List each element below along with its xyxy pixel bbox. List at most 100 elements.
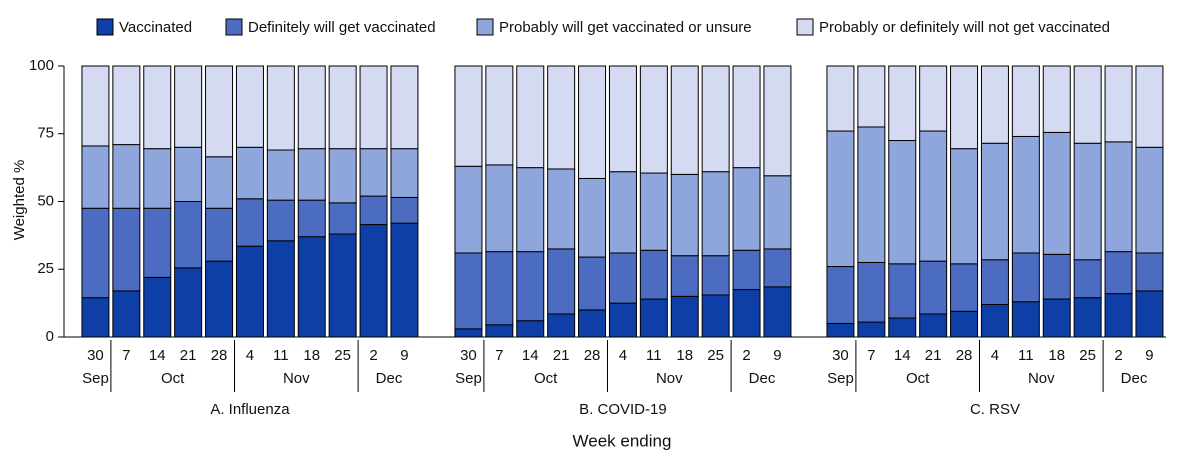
- bar-segment: [1104, 293, 1133, 338]
- y-tick-label: 25: [37, 260, 54, 277]
- bar-segment: [701, 294, 730, 338]
- x-month-label: Oct: [534, 370, 558, 387]
- x-tick-label: 30: [460, 347, 477, 364]
- bar-segment: [143, 207, 172, 278]
- bar-segment: [485, 324, 514, 338]
- bar-segment: [235, 65, 264, 148]
- bar-segment: [390, 148, 419, 198]
- bar-segment: [297, 148, 326, 201]
- bar-segment: [454, 65, 483, 167]
- x-tick-label: 28: [211, 347, 228, 364]
- bar-segment: [547, 313, 576, 338]
- x-tick-label: 9: [1145, 347, 1153, 364]
- bar-segment: [112, 65, 141, 146]
- bar-segment: [235, 245, 264, 338]
- bar-segment: [1011, 301, 1040, 338]
- bar-segment: [235, 198, 264, 247]
- bar-segment: [950, 263, 979, 312]
- x-tick-label: 14: [522, 347, 539, 364]
- bar-segment: [578, 65, 607, 179]
- panel-title: B. COVID-19: [579, 401, 667, 418]
- bar-segment: [732, 249, 761, 291]
- bar-segment: [174, 65, 203, 148]
- bar-segment: [390, 65, 419, 150]
- bar-segment: [919, 65, 948, 132]
- bar-segment: [328, 233, 357, 338]
- bar-segment: [980, 142, 1009, 261]
- bar-segment: [174, 267, 203, 338]
- bar-segment: [1073, 142, 1102, 261]
- x-tick-label: 28: [956, 347, 973, 364]
- bar-segment: [639, 65, 668, 174]
- bar-segment: [359, 224, 388, 338]
- x-tick-label: 7: [495, 347, 503, 364]
- bar-segment: [670, 65, 699, 175]
- bar-segment: [112, 290, 141, 338]
- y-axis-label: Weighted %: [11, 160, 28, 241]
- bar-segment: [857, 261, 886, 323]
- x-tick-label: 18: [1048, 347, 1065, 364]
- bar-segment: [1042, 65, 1071, 133]
- bar-segment: [732, 65, 761, 169]
- bar-segment: [857, 126, 886, 263]
- bar-segment: [143, 276, 172, 338]
- bar-segment: [980, 65, 1009, 144]
- x-tick-label: 18: [303, 347, 320, 364]
- bar-segment: [732, 167, 761, 251]
- bar-segment: [608, 302, 637, 338]
- legend-swatch: [225, 18, 243, 36]
- x-tick-label: 14: [894, 347, 911, 364]
- bar-segment: [359, 65, 388, 150]
- bar-segment: [516, 65, 545, 169]
- bar-segment: [359, 195, 388, 226]
- bar-segment: [1104, 65, 1133, 143]
- x-tick-label: 2: [369, 347, 377, 364]
- x-tick-label: 11: [1018, 347, 1034, 364]
- bar-segment: [112, 144, 141, 209]
- y-tick-label: 100: [29, 57, 54, 74]
- x-month-label: Nov: [283, 370, 310, 387]
- x-tick-label: 7: [867, 347, 875, 364]
- bar-segment: [174, 201, 203, 269]
- x-tick-label: 7: [122, 347, 130, 364]
- bar-segment: [763, 286, 792, 338]
- bar-segment: [888, 317, 917, 338]
- bar-segment: [205, 65, 234, 158]
- bar-segment: [143, 148, 172, 209]
- bar-segment: [826, 266, 855, 324]
- legend-swatch: [796, 18, 814, 36]
- bar-segment: [670, 173, 699, 257]
- bar-segment: [205, 156, 234, 209]
- bar-segment: [980, 259, 1009, 305]
- bar-segment: [578, 309, 607, 338]
- bar-segment: [143, 65, 172, 150]
- bar-segment: [485, 65, 514, 166]
- x-tick-label: 28: [584, 347, 601, 364]
- x-month-label: Sep: [827, 370, 854, 387]
- bar-segment: [578, 177, 607, 258]
- bar-segment: [547, 168, 576, 250]
- bar-segment: [328, 148, 357, 204]
- bar-segment: [950, 65, 979, 150]
- bar-segment: [235, 146, 264, 200]
- bar-segment: [547, 65, 576, 170]
- x-tick-label: 30: [87, 347, 104, 364]
- bar-segment: [826, 130, 855, 268]
- bar-segment: [1011, 252, 1040, 303]
- bar-segment: [359, 148, 388, 197]
- x-tick-label: 9: [400, 347, 408, 364]
- bar-segment: [454, 328, 483, 338]
- x-tick-label: 4: [991, 347, 999, 364]
- x-month-label: Sep: [82, 370, 109, 387]
- bar-segment: [1073, 297, 1102, 338]
- x-month-label: Nov: [1028, 370, 1055, 387]
- bar-segment: [297, 236, 326, 338]
- x-tick-label: 18: [676, 347, 693, 364]
- bar-segment: [1073, 259, 1102, 299]
- bar-segment: [1073, 65, 1102, 144]
- bar-segment: [112, 207, 141, 292]
- x-month-label: Oct: [161, 370, 185, 387]
- bar-segment: [608, 171, 637, 254]
- bar-segment: [1135, 252, 1164, 292]
